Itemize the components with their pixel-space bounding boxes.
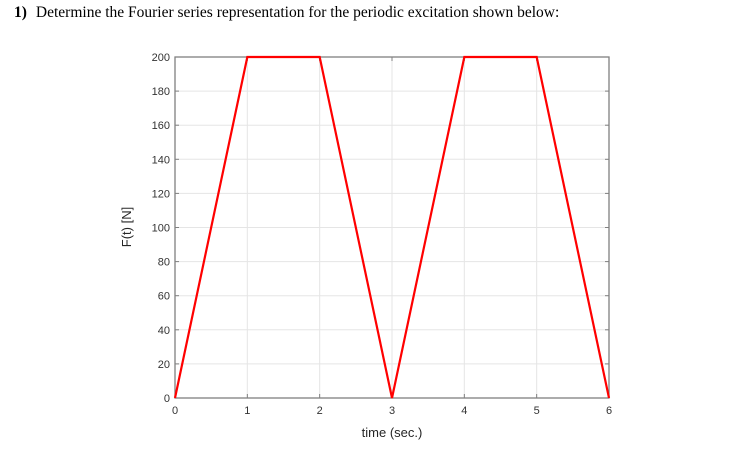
y-tick-label: 160 <box>152 120 170 132</box>
x-tick-label: 5 <box>534 405 540 417</box>
y-tick-label: 0 <box>164 393 170 405</box>
y-tick-label: 20 <box>158 359 170 371</box>
y-tick-label: 140 <box>152 154 170 166</box>
x-tick-label: 3 <box>389 405 395 417</box>
y-tick-label: 120 <box>152 188 170 200</box>
x-tick-label: 6 <box>606 405 612 417</box>
y-axis-ticks: 0 20 40 60 80 100 120 140 160 180 200 <box>152 52 609 405</box>
y-tick-label: 80 <box>158 257 170 269</box>
y-tick-label: 60 <box>158 291 170 303</box>
y-tick-label: 40 <box>158 325 170 337</box>
force-series-line <box>173 55 611 399</box>
question-text: 1) Determine the Fourier series represent… <box>14 4 559 22</box>
y-tick-label: 180 <box>152 86 170 98</box>
x-tick-label: 1 <box>244 405 250 417</box>
y-axis-label: F(t) [N] <box>119 207 134 247</box>
question-number: 1) <box>14 4 27 21</box>
question-prompt: Determine the Fourier series representat… <box>35 4 560 21</box>
y-tick-label: 100 <box>152 223 170 235</box>
x-tick-label: 4 <box>461 405 467 417</box>
x-axis-label: time (sec.) <box>362 425 423 440</box>
x-tick-label: 0 <box>172 405 178 417</box>
x-tick-label: 2 <box>317 405 323 417</box>
grid-lines <box>175 57 609 398</box>
y-tick-label: 200 <box>152 52 170 64</box>
